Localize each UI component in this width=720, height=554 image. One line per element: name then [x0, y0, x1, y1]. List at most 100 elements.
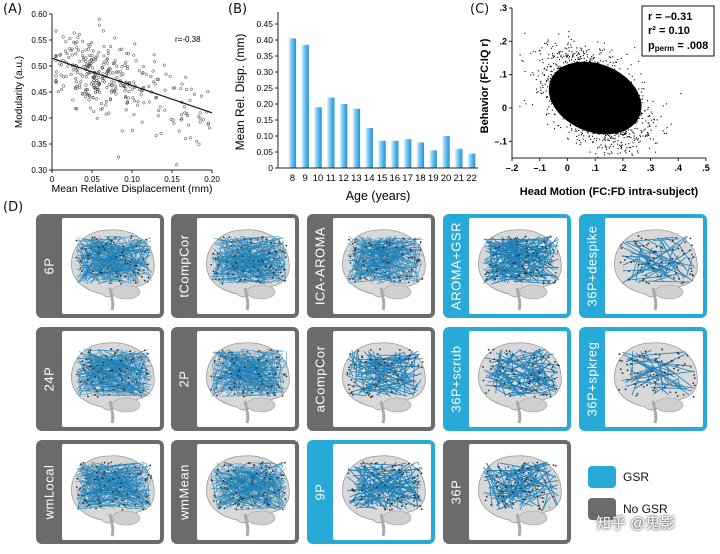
brain-network-graphic	[342, 455, 426, 537]
panel-a-point	[104, 103, 108, 107]
panel-a-point	[66, 64, 70, 68]
panel-c-point	[573, 70, 575, 72]
panel-a-point	[163, 108, 167, 112]
panel-c-point	[626, 53, 628, 55]
panel-a-point	[103, 80, 107, 84]
panel-c-point	[606, 126, 608, 128]
panel-c-point	[557, 108, 559, 110]
panel-c-point	[603, 100, 605, 102]
panel-c-point	[538, 70, 540, 72]
panel-c-point	[596, 81, 598, 83]
panel-c-point	[628, 112, 630, 114]
panel-b-bar	[429, 150, 437, 168]
panel-c-point	[584, 101, 586, 103]
panel-c-point	[632, 122, 634, 125]
panel-c-point	[602, 100, 604, 102]
panel-c-point	[565, 95, 568, 97]
cerebellum	[246, 284, 276, 300]
panel-c-stat-r: r = –0.31	[648, 11, 692, 23]
panel-a-point	[184, 137, 188, 141]
panel-c-point	[598, 78, 601, 80]
panel-c-point	[589, 60, 591, 62]
panel-c-point	[656, 119, 658, 121]
panel-c-point	[627, 129, 630, 131]
panel-c-point	[594, 112, 596, 115]
brain-stem	[379, 287, 386, 311]
panel-c-point	[555, 63, 557, 65]
panel-c-point	[519, 54, 521, 56]
panel-c-point	[596, 121, 598, 123]
panel-c-point	[593, 108, 596, 110]
panel-a-point	[105, 71, 109, 75]
panel-c-point	[593, 66, 595, 68]
panel-c-point	[631, 130, 633, 132]
panel-c-point	[637, 152, 639, 154]
panel-c-point	[578, 139, 580, 142]
panel-a-point	[62, 84, 66, 88]
network-nodes	[482, 348, 560, 398]
panel-c-point	[575, 95, 577, 97]
panel-c-point	[569, 100, 571, 102]
panel-a-point	[75, 40, 79, 44]
panel-a-x-ticks: 0 0.05 0.10 0.15 0.20	[50, 170, 220, 184]
panel-a-point	[105, 71, 109, 76]
panel-a-point	[97, 50, 101, 55]
panel-c-point	[572, 55, 574, 57]
panel-c-point	[634, 105, 636, 107]
panel-c-point	[559, 89, 561, 91]
panel-c-point	[552, 63, 555, 65]
panel-c-point	[585, 98, 587, 100]
panel-c-point	[614, 81, 616, 84]
panel-c-point	[624, 94, 626, 96]
panel-c-point	[620, 75, 622, 77]
panel-c-point	[622, 100, 624, 102]
panel-c-point	[619, 115, 621, 117]
panel-c-point	[588, 110, 590, 112]
brain-network-view	[605, 331, 703, 427]
panel-c-point	[603, 78, 606, 80]
panel-c-point	[550, 101, 552, 103]
panel-c-point	[598, 73, 601, 75]
panel-c-point	[630, 113, 633, 115]
panel-c-point	[583, 64, 585, 66]
panel-c-point	[623, 77, 625, 79]
watermark: 知乎 @鬼影	[596, 515, 676, 532]
panel-c-point	[583, 89, 585, 91]
panel-c-point	[583, 103, 585, 105]
panel-c-point	[607, 92, 609, 94]
panel-c-point	[625, 152, 627, 154]
brain-network-view	[197, 218, 295, 314]
pipeline-tile: 36P	[443, 440, 571, 544]
panel-c-point	[578, 91, 580, 93]
panel-c-point	[633, 122, 635, 124]
panel-c-point	[585, 104, 587, 106]
panel-c-point	[564, 102, 566, 105]
panel-a-point	[75, 70, 80, 75]
panel-c-point	[569, 67, 571, 69]
panel-c-point	[568, 85, 570, 87]
panel-c-point	[647, 133, 650, 135]
panel-c-point	[610, 74, 612, 76]
panel-c-point	[596, 93, 598, 95]
panel-c-point	[603, 91, 605, 93]
panel-c-point	[603, 76, 605, 78]
panel-c-point	[587, 132, 589, 134]
panel-c-point	[599, 122, 601, 124]
panel-c-point	[634, 101, 636, 103]
panel-c-label: (C)	[470, 2, 490, 17]
panel-a-point	[75, 84, 79, 88]
panel-a-point	[106, 52, 110, 56]
panel-c-point	[583, 92, 585, 94]
panel-c-point	[607, 83, 609, 85]
panel-c-point	[595, 88, 597, 90]
network-nodes	[348, 237, 424, 284]
panel-c-point	[613, 103, 615, 105]
panel-a-point	[171, 86, 175, 90]
panel-c-point	[560, 95, 562, 97]
panel-c-point	[612, 94, 614, 96]
panel-a-point	[180, 82, 184, 86]
panel-c-point	[582, 97, 584, 99]
panel-c-point	[603, 83, 605, 85]
panel-c-point	[606, 120, 608, 123]
panel-a-point	[183, 111, 187, 115]
